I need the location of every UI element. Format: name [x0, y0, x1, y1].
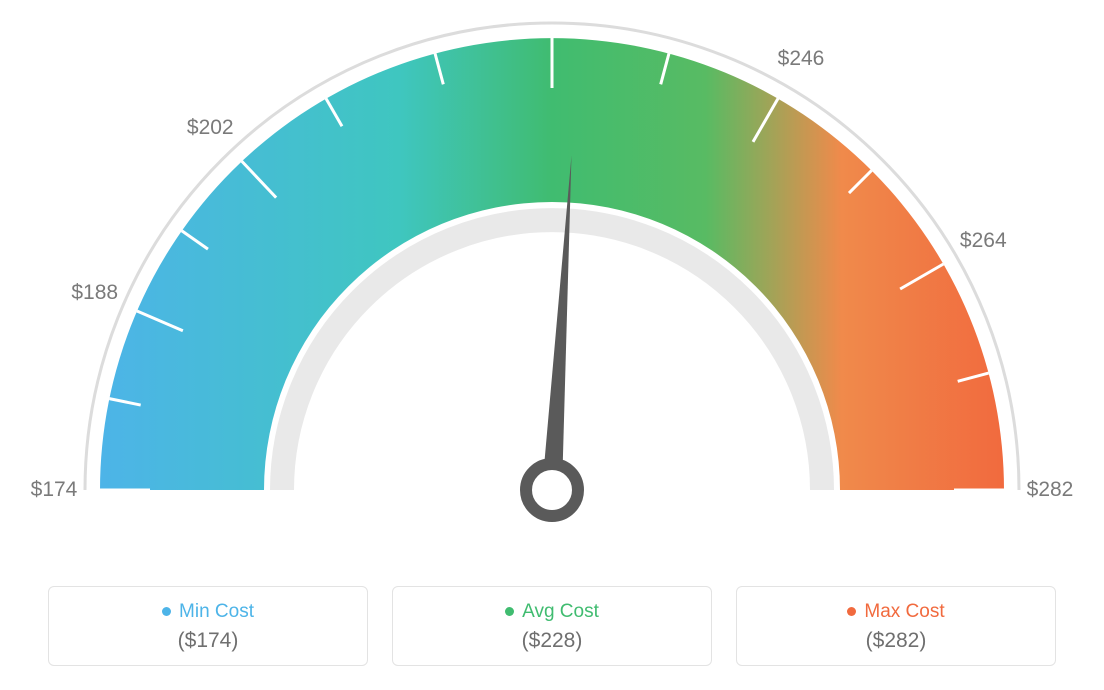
gauge-needle	[542, 156, 571, 491]
legend-dot-icon	[847, 607, 856, 616]
cost-card-label: Max Cost	[864, 601, 944, 622]
cost-card-value: ($228)	[393, 629, 711, 653]
legend-dot-icon	[162, 607, 171, 616]
legend-dot-icon	[505, 607, 514, 616]
gauge-tick-label: $188	[71, 281, 118, 305]
cost-card-label: Min Cost	[179, 601, 254, 622]
cost-card-value: ($282)	[737, 629, 1055, 653]
cost-card-label: Avg Cost	[522, 601, 599, 622]
gauge-chart	[0, 0, 1104, 560]
gauge-tick-label: $202	[187, 116, 234, 140]
cost-card: Min Cost ($174)	[48, 586, 368, 666]
cost-summary-cards: Min Cost ($174) Avg Cost ($228) Max Cost ($28…	[0, 586, 1104, 666]
gauge-tick-label: $264	[960, 229, 1007, 253]
gauge-tick-label: $282	[1027, 478, 1074, 502]
gauge-tick-label: $246	[778, 47, 825, 71]
cost-card: Avg Cost ($228)	[392, 586, 712, 666]
gauge-needle-hub	[526, 464, 578, 516]
gauge-tick-label: $228	[529, 0, 576, 4]
cost-card: Max Cost ($282)	[736, 586, 1056, 666]
cost-card-value: ($174)	[49, 629, 367, 653]
gauge-tick-label: $174	[31, 478, 78, 502]
